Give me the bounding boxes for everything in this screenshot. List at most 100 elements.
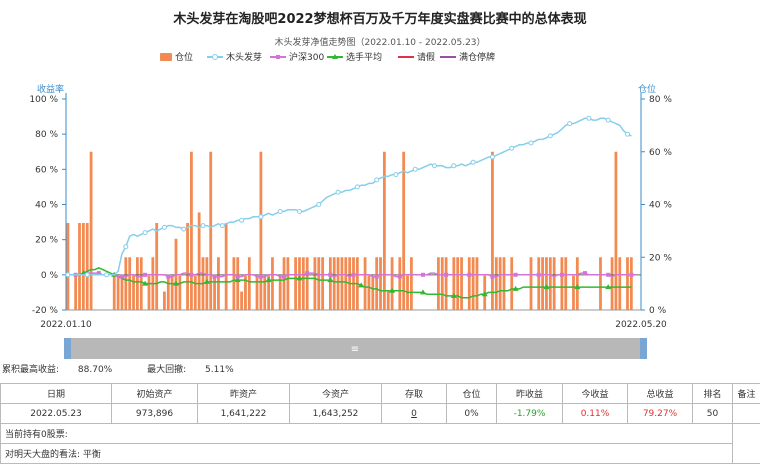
left-tick-label: 80 % xyxy=(35,130,58,140)
position-bar xyxy=(564,257,568,310)
mutou-marker xyxy=(528,140,534,146)
legend-marker xyxy=(332,54,338,59)
legend-label: 请假 xyxy=(417,51,435,63)
position-bar xyxy=(132,275,135,310)
left-tick-label: 40 % xyxy=(35,201,58,211)
hs300-marker xyxy=(559,272,564,277)
position-bar xyxy=(213,275,216,310)
position-bar xyxy=(136,257,139,310)
mutou-marker xyxy=(625,131,630,137)
position-bar xyxy=(537,257,541,310)
position-bar xyxy=(313,257,317,310)
position-bar xyxy=(575,257,579,310)
mutou-marker xyxy=(84,272,90,278)
cell-rank: 50 xyxy=(692,403,733,424)
position-bar xyxy=(410,257,413,310)
hs300-marker xyxy=(374,274,379,279)
chart: 木头发芽净值走势图（2022.01.10 - 2022.05.23） 仓位 木头发… xyxy=(29,36,672,359)
left-tick-label: 0 % xyxy=(41,271,59,281)
deposit-link[interactable]: 0 xyxy=(411,408,417,419)
legend: 仓位 木头发芽 沪深300 选手平均 请假 满仓停牌 xyxy=(160,51,495,63)
cell-today: 1,643,252 xyxy=(289,403,382,424)
position-bar xyxy=(560,257,564,310)
col-yesterday-return: 昨收益 xyxy=(496,383,563,404)
x-end-label: 2022.05.20 xyxy=(615,320,667,330)
right-tick-label: 60 % xyxy=(649,148,672,158)
mutou-marker xyxy=(605,117,611,123)
position-bar xyxy=(317,257,321,310)
position-bar xyxy=(305,257,309,310)
left-axis-label: 收益率 xyxy=(37,83,64,95)
slider-right-handle[interactable] xyxy=(640,338,647,359)
position-bar xyxy=(236,257,240,310)
mutou-marker xyxy=(181,226,187,232)
position-bar xyxy=(178,275,182,310)
position-bar xyxy=(379,257,382,310)
hs300-marker xyxy=(189,272,194,277)
cell-yesterday: 1,641,222 xyxy=(197,403,290,424)
date-range-slider[interactable]: ≡ xyxy=(64,338,647,359)
position-bar xyxy=(572,275,575,310)
position-bar xyxy=(471,257,475,310)
avg-marker xyxy=(142,280,149,286)
outlook-row: 对明天大盘的看法: 平衡 xyxy=(0,443,760,464)
page-title: 木头发芽在淘股吧2022梦想杯百万及千万年度实盘赛比赛中的总体表现 xyxy=(173,12,587,27)
table-row: 2022.05.23 973,896 1,641,222 1,643,252 0… xyxy=(0,403,760,424)
position-bar xyxy=(363,257,367,310)
hs300-marker xyxy=(143,272,148,277)
position-bar xyxy=(124,257,128,310)
position-bar xyxy=(197,212,201,310)
position-bar xyxy=(599,257,602,310)
position-bar xyxy=(340,257,344,310)
mutou-marker xyxy=(277,209,283,214)
position-bar xyxy=(475,257,479,310)
right-tick-label: 20 % xyxy=(649,253,672,263)
mutou-marker xyxy=(354,184,360,190)
avg-marker xyxy=(203,278,210,284)
legend-label: 选手平均 xyxy=(346,51,382,63)
position-bar xyxy=(491,151,494,310)
mutou-marker xyxy=(297,209,302,214)
slider-track[interactable] xyxy=(66,338,644,359)
position-bar xyxy=(494,257,498,310)
legend-label: 木头发芽 xyxy=(226,51,262,63)
legend-label: 满仓停牌 xyxy=(459,51,495,63)
position-bar xyxy=(85,222,89,310)
mutou-line xyxy=(67,117,632,276)
position-bar xyxy=(390,257,394,310)
mutou-marker xyxy=(393,172,399,178)
right-tick-label: 80 % xyxy=(649,95,672,105)
position-bar xyxy=(382,151,386,310)
position-bar xyxy=(120,275,124,310)
position-bar xyxy=(190,151,193,310)
hs300-marker xyxy=(351,272,356,277)
performance-table: 日期 初始资产 昨资产 今资产 存取 仓位 昨收益 今收益 总收益 排名 备注 … xyxy=(0,383,760,464)
hs300-marker xyxy=(536,272,541,277)
position-bar xyxy=(498,257,502,310)
position-bar xyxy=(529,257,533,310)
mutou-marker xyxy=(200,223,206,229)
position-bar xyxy=(74,275,78,310)
col-yesterday: 昨资产 xyxy=(197,383,290,404)
mutou-marker xyxy=(239,217,245,223)
mutou-marker xyxy=(104,272,109,278)
position-bar xyxy=(440,257,444,310)
position-bar xyxy=(271,257,274,310)
hs300-marker xyxy=(583,271,587,276)
hs300-marker xyxy=(444,272,449,277)
slider-left-handle[interactable] xyxy=(64,338,71,359)
cell-deposit[interactable]: 0 xyxy=(381,403,447,424)
position-bar xyxy=(247,257,251,310)
position-bar xyxy=(282,257,286,310)
position-bar xyxy=(112,275,116,310)
slider-grip-icon[interactable]: ≡ xyxy=(351,344,359,355)
position-bar xyxy=(332,257,336,310)
position-bar xyxy=(163,291,166,310)
outlook-text: 对明天大盘的看法: 平衡 xyxy=(0,443,733,464)
position-bar xyxy=(298,257,301,310)
right-tick-label: 40 % xyxy=(649,201,672,211)
mutou-marker xyxy=(547,133,553,139)
position-bar xyxy=(81,222,85,310)
avg-marker xyxy=(234,277,241,283)
position-bar xyxy=(286,257,290,310)
